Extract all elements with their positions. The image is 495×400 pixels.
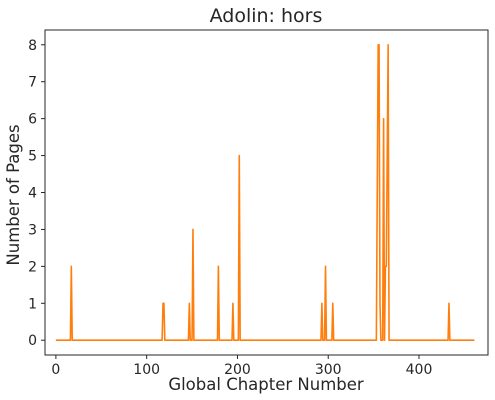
y-tick-label: 2 (28, 259, 37, 275)
plot-area (55, 43, 475, 342)
x-tick-label: 400 (406, 362, 433, 378)
y-axis: 0 1 2 3 4 5 6 7 8 (28, 38, 45, 349)
series-line (55, 43, 475, 342)
y-tick-label: 6 (28, 112, 37, 128)
x-tick-label: 0 (51, 362, 60, 378)
y-tick-label: 1 (28, 296, 37, 312)
y-tick-label: 8 (28, 38, 37, 54)
chart-title: Adolin: hors (210, 5, 323, 27)
y-tick-label: 0 (28, 333, 37, 349)
y-tick-label: 7 (28, 75, 37, 91)
y-tick-label: 3 (28, 222, 37, 238)
y-tick-label: 5 (28, 149, 37, 165)
x-axis-label: Global Chapter Number (168, 375, 364, 394)
x-tick-label: 200 (224, 362, 251, 378)
x-tick-label: 100 (133, 362, 160, 378)
x-axis: 0 100 200 300 400 (51, 355, 432, 378)
y-tick-label: 4 (28, 186, 37, 202)
y-axis-label: Number of Pages (4, 124, 23, 265)
x-tick-label: 300 (315, 362, 342, 378)
